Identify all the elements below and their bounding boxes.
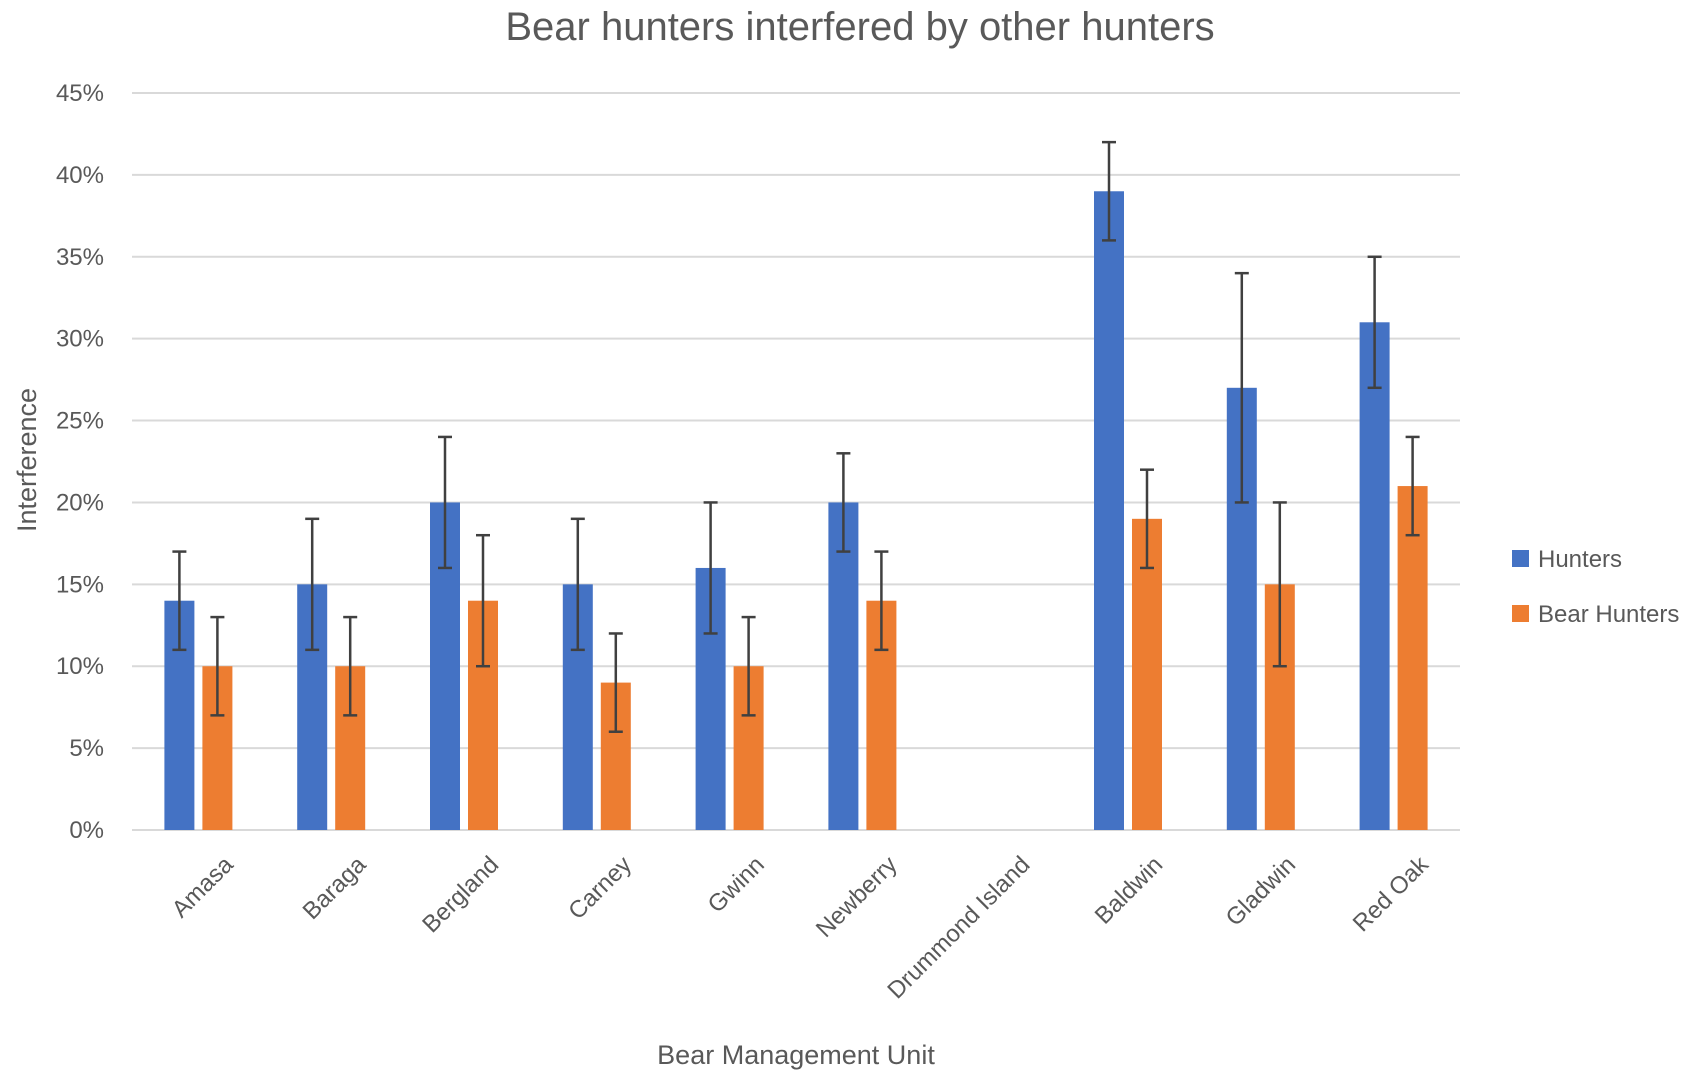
error-bar [343, 615, 358, 717]
error-bars [172, 140, 1420, 733]
bar-bear-hunters [1132, 518, 1162, 830]
legend-label: Hunters [1538, 546, 1622, 573]
error-bar [1234, 271, 1249, 504]
x-axis-categories: Amasa Baraga Bergland Carney Gwinn NewberryDr… [167, 850, 1435, 1004]
x-category-label: Amasa [167, 851, 239, 923]
y-tick-label: 25% [56, 408, 104, 435]
error-bar [1140, 468, 1154, 570]
legend-swatch [1512, 605, 1529, 622]
bar-hunters [1094, 191, 1124, 830]
error-bar [874, 550, 889, 652]
error-bar [1405, 435, 1420, 537]
y-tick-label: 35% [56, 244, 104, 271]
bars [164, 191, 1428, 830]
y-tick-label: 10% [56, 653, 104, 680]
x-category-label: Gwinn [703, 851, 770, 918]
legend-label: Bear Hunters [1538, 601, 1679, 628]
legend-swatch [1512, 550, 1529, 567]
error-bar [210, 615, 225, 717]
error-bar [570, 517, 585, 652]
gridlines [132, 92, 1460, 831]
y-tick-label: 30% [56, 326, 104, 353]
bar-hunters [828, 502, 859, 830]
y-tick-label: 20% [56, 489, 104, 516]
x-axis-title: Bear Management Unit [657, 1040, 935, 1070]
bar-bear-hunters [1397, 486, 1428, 830]
error-bar [1272, 501, 1287, 668]
error-bar [476, 533, 490, 668]
error-bar [305, 517, 320, 652]
x-category-label: Baldwin [1090, 851, 1169, 930]
error-bar [608, 632, 623, 733]
x-category-label: Newberry [811, 851, 903, 943]
x-category-label: Baraga [298, 851, 372, 925]
y-tick-label: 5% [69, 735, 104, 762]
x-category-label: Red Oak [1348, 850, 1435, 937]
y-axis-ticks: 0% 5% 10% 15% 20% 25% 30% 35% 40% 45% [56, 80, 104, 844]
x-category-label: Carney [563, 851, 637, 925]
y-axis-title: Interference [12, 388, 42, 532]
error-bar [836, 452, 851, 553]
error-bar [1102, 140, 1116, 242]
x-category-label: Drummond Island [882, 851, 1035, 1004]
bar-hunters [1359, 322, 1390, 830]
y-tick-label: 0% [69, 817, 104, 844]
y-tick-label: 40% [56, 162, 104, 189]
y-tick-label: 45% [56, 80, 104, 107]
error-bar [703, 501, 718, 635]
error-bar [741, 615, 756, 717]
legend: Hunters Bear Hunters [1512, 546, 1679, 628]
x-category-label: Gladwin [1221, 851, 1301, 931]
error-bar [172, 550, 187, 652]
x-category-label: Bergland [417, 851, 504, 938]
error-bar [1367, 255, 1382, 390]
chart-title: Bear hunters interfered by other hunters [505, 5, 1214, 49]
error-bar [438, 435, 452, 570]
y-tick-label: 15% [56, 571, 104, 598]
